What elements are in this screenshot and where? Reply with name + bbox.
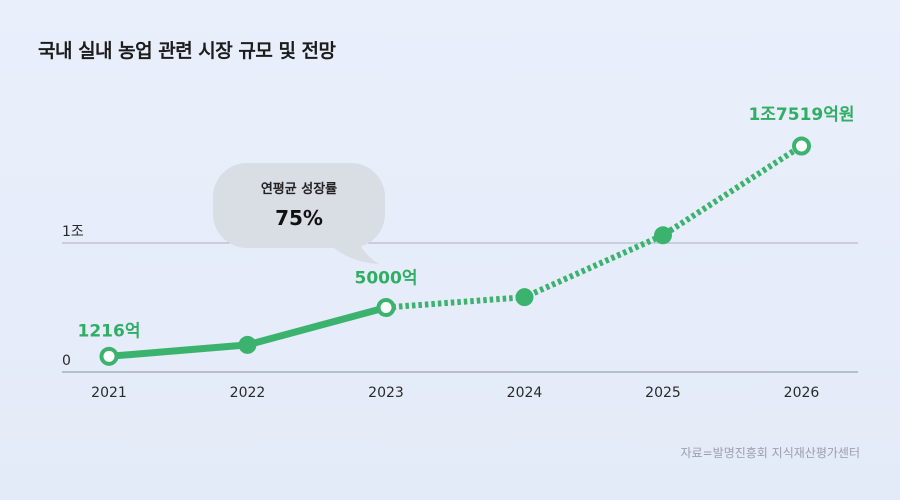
y-tick-label: 1조	[62, 224, 84, 240]
growth-callout-bubble	[213, 163, 385, 248]
data-point-2024	[515, 288, 534, 307]
x-tick-label: 2021	[91, 385, 127, 401]
data-point-2023	[376, 298, 396, 317]
x-tick-label: 2025	[645, 385, 681, 401]
chart-title: 국내 실내 농업 관련 시장 규모 및 전망	[38, 40, 336, 62]
x-tick-label: 2022	[230, 385, 266, 401]
data-point-2022	[238, 335, 257, 354]
x-tick-label: 2023	[368, 385, 404, 401]
series-line-forecast	[385, 143, 804, 311]
data-label-2021: 1216억	[78, 321, 141, 341]
data-label-2023: 5000억	[355, 269, 418, 289]
growth-callout-title: 연평균 성장률	[261, 181, 337, 197]
data-label-2026: 1조7519억원	[748, 105, 854, 125]
y-tick-label: 0	[62, 353, 71, 369]
x-tick-label: 2024	[507, 385, 543, 401]
x-tick-label: 2026	[784, 385, 820, 401]
growth-callout-value: 75%	[275, 206, 323, 230]
data-point-2026	[792, 136, 811, 156]
data-point-2021	[99, 346, 119, 366]
growth-callout-tail	[327, 234, 379, 264]
data-point-2025	[654, 226, 672, 245]
source-note: 자료=발명진흥회 지식재산평가센터	[680, 446, 860, 460]
